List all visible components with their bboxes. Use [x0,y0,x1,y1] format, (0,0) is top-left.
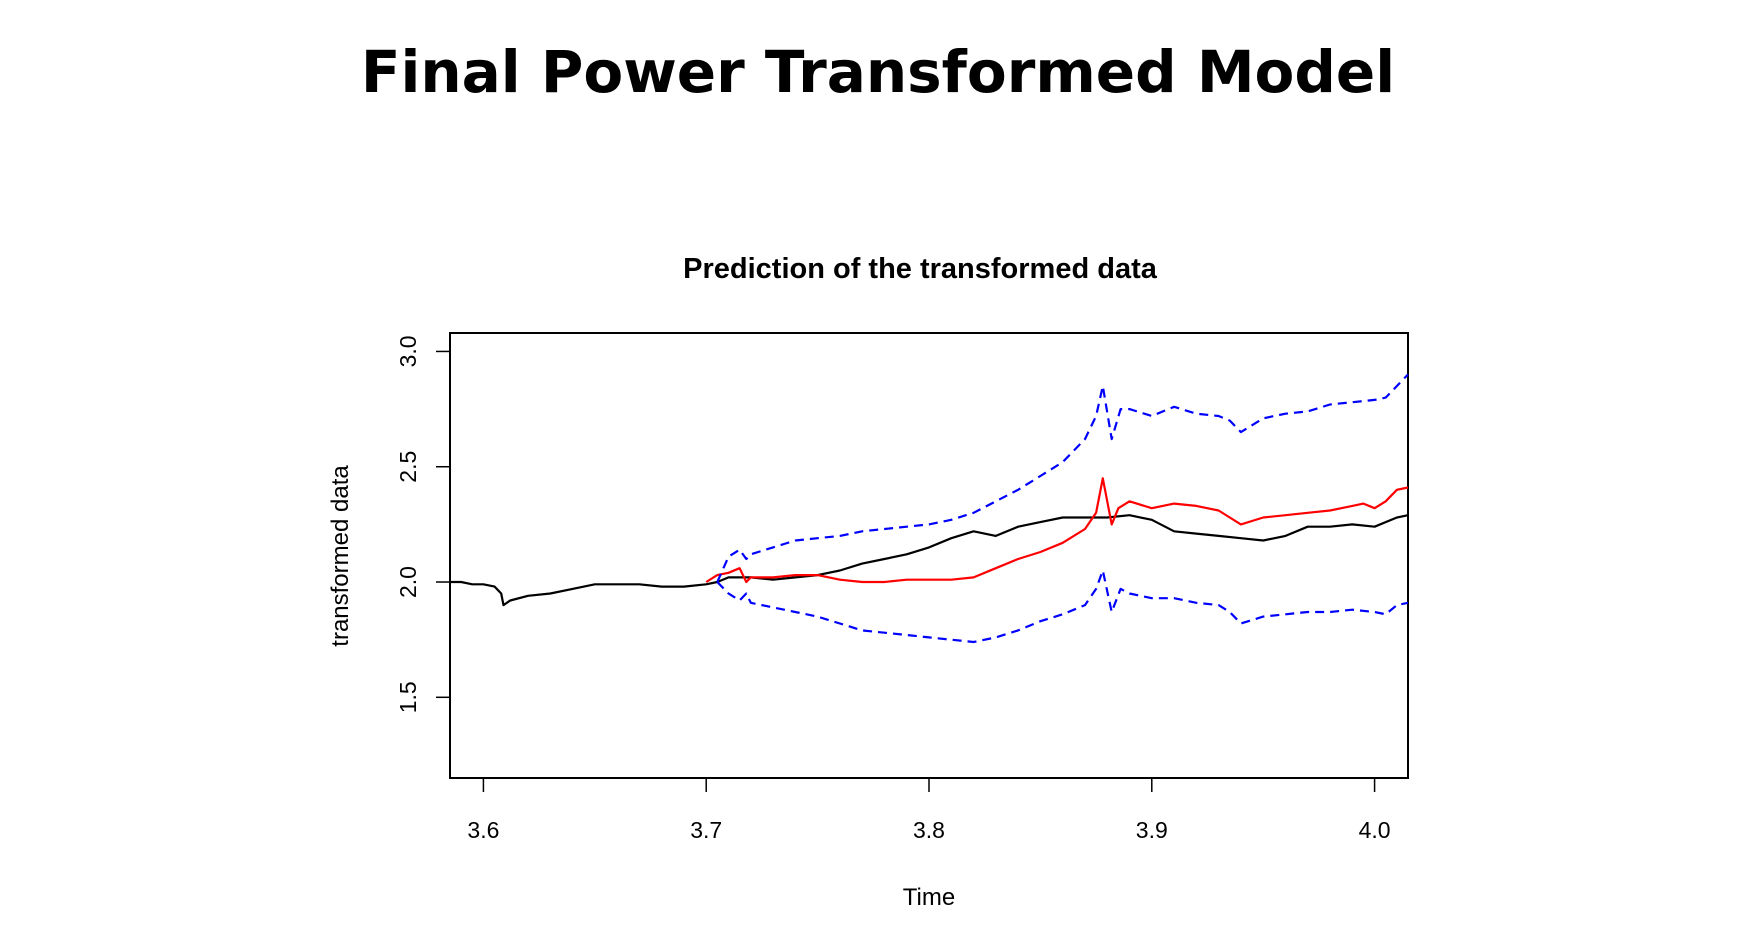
x-tick-label: 3.9 [1136,817,1168,843]
x-tick-label: 3.8 [913,817,945,843]
series-line-3 [716,373,1409,583]
plot-frame [449,332,1409,779]
x-tick-label: 3.7 [690,817,722,843]
series-line-1 [450,514,1409,607]
y-tick-label: 2.0 [395,566,421,598]
x-axis-label: Time [903,884,955,911]
y-axis-label: transformed data [327,465,354,647]
y-tick-label: 3.0 [395,335,421,367]
x-tick-label: 4.0 [1359,817,1391,843]
y-tick-label: 1.5 [395,681,421,713]
series-layer [450,373,1409,644]
chart-title: Prediction of the transformed data [683,253,1158,285]
y-axis: 1.5 2.0 2.5 3.0 [395,335,450,713]
x-axis: 3.6 3.7 3.8 3.9 4.0 [467,778,1391,843]
slide-title: Final Power Transformed Model [360,38,1396,106]
y-tick-label: 2.5 [395,451,421,483]
series-line-4 [716,569,1409,644]
series-line-2 [705,477,1409,584]
x-tick-label: 3.6 [467,817,499,843]
